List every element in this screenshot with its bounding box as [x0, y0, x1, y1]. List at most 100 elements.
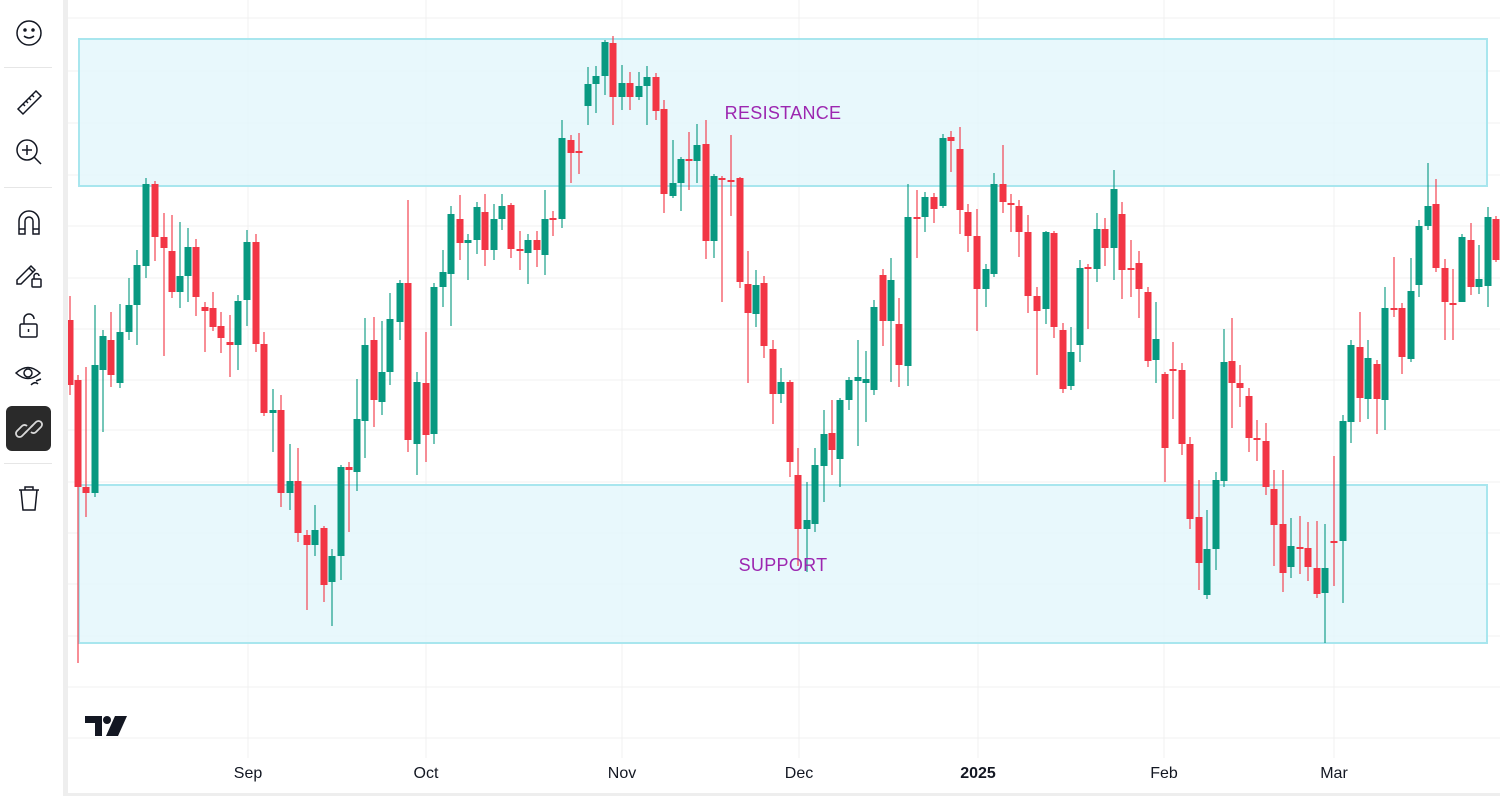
candle-down[interactable]: [549, 218, 557, 220]
candle-up[interactable]: [1415, 226, 1423, 285]
candle-down[interactable]: [1186, 444, 1194, 519]
candle-down[interactable]: [609, 43, 617, 97]
candle-down[interactable]: [320, 528, 328, 585]
candle-down[interactable]: [294, 481, 302, 533]
candle-up[interactable]: [752, 285, 760, 314]
candle-down[interactable]: [151, 184, 159, 237]
candle-up[interactable]: [176, 276, 184, 292]
candle-down[interactable]: [68, 320, 74, 385]
candle-down[interactable]: [507, 205, 515, 249]
candle-down[interactable]: [1262, 441, 1270, 487]
candle-down[interactable]: [1178, 370, 1186, 444]
candle-up[interactable]: [490, 219, 498, 250]
candle-up[interactable]: [836, 400, 844, 459]
candle-down[interactable]: [533, 240, 541, 250]
candle-down[interactable]: [1195, 517, 1203, 563]
candle-up[interactable]: [337, 467, 345, 556]
candle-up[interactable]: [1093, 229, 1101, 269]
candle-up[interactable]: [430, 287, 438, 434]
candle-up[interactable]: [1321, 568, 1329, 593]
resistance-zone[interactable]: [78, 38, 1488, 187]
candle-up[interactable]: [887, 280, 895, 321]
candle-up[interactable]: [361, 345, 369, 421]
candle-up[interactable]: [939, 138, 947, 206]
candle-up[interactable]: [921, 197, 929, 217]
candle-up[interactable]: [982, 269, 990, 289]
candle-down[interactable]: [1279, 524, 1287, 573]
candle-down[interactable]: [201, 307, 209, 311]
candle-up[interactable]: [592, 76, 600, 84]
candle-down[interactable]: [1007, 203, 1015, 205]
candle-up[interactable]: [677, 159, 685, 183]
pane-divider[interactable]: [63, 0, 68, 796]
candle-down[interactable]: [209, 308, 217, 327]
candle-down[interactable]: [226, 342, 234, 345]
candle-down[interactable]: [260, 344, 268, 413]
candle-up[interactable]: [777, 382, 785, 394]
candle-down[interactable]: [1432, 204, 1440, 268]
candle-up[interactable]: [845, 380, 853, 400]
candle-down[interactable]: [1135, 263, 1143, 289]
candle-down[interactable]: [1118, 214, 1126, 270]
candle-up[interactable]: [498, 206, 506, 219]
candle-up[interactable]: [870, 307, 878, 390]
candle-down[interactable]: [567, 140, 575, 153]
candle-down[interactable]: [82, 487, 90, 493]
candle-up[interactable]: [1339, 421, 1347, 541]
candle-down[interactable]: [685, 159, 693, 161]
candle-up[interactable]: [1484, 217, 1492, 286]
candle-down[interactable]: [1228, 361, 1236, 383]
candle-up[interactable]: [386, 319, 394, 372]
candle-up[interactable]: [1076, 268, 1084, 345]
candle-down[interactable]: [217, 326, 225, 338]
candle-up[interactable]: [693, 145, 701, 161]
candlestick-chart[interactable]: [68, 0, 1500, 796]
candle-down[interactable]: [1390, 308, 1398, 310]
candle-up[interactable]: [1203, 549, 1211, 595]
candle-up[interactable]: [854, 377, 862, 381]
candle-down[interactable]: [107, 340, 115, 375]
candle-up[interactable]: [234, 301, 242, 345]
candle-down[interactable]: [1296, 547, 1304, 549]
candle-down[interactable]: [879, 275, 887, 321]
zoom-in-tool-button[interactable]: [6, 129, 51, 174]
candle-up[interactable]: [464, 240, 472, 243]
remove-drawings-tool-button[interactable]: [6, 475, 51, 520]
candle-up[interactable]: [328, 556, 336, 582]
candle-down[interactable]: [786, 382, 794, 462]
candle-up[interactable]: [1475, 279, 1483, 287]
candle-down[interactable]: [1330, 541, 1338, 543]
candle-up[interactable]: [1220, 362, 1228, 481]
candle-down[interactable]: [660, 109, 668, 194]
candle-down[interactable]: [828, 433, 836, 450]
candle-down[interactable]: [481, 212, 489, 250]
candle-down[interactable]: [1024, 232, 1032, 296]
candle-up[interactable]: [541, 219, 549, 255]
candle-up[interactable]: [1381, 308, 1389, 400]
candle-up[interactable]: [601, 42, 609, 76]
candle-down[interactable]: [1253, 438, 1261, 440]
candle-up[interactable]: [91, 365, 99, 493]
candle-up[interactable]: [1424, 206, 1432, 226]
sync-drawings-tool-button[interactable]: [6, 406, 51, 451]
candle-down[interactable]: [930, 197, 938, 209]
candle-up[interactable]: [669, 183, 677, 196]
candle-up[interactable]: [618, 83, 626, 97]
candle-down[interactable]: [1398, 308, 1406, 357]
candle-down[interactable]: [1033, 296, 1041, 311]
candle-down[interactable]: [168, 251, 176, 292]
candle-down[interactable]: [1467, 240, 1475, 287]
candle-up[interactable]: [524, 240, 532, 253]
candle-down[interactable]: [1449, 303, 1457, 305]
candle-up[interactable]: [1287, 546, 1295, 567]
candle-up[interactable]: [396, 283, 404, 322]
candle-up[interactable]: [635, 86, 643, 97]
candle-up[interactable]: [811, 465, 819, 524]
tradingview-logo-icon[interactable]: [85, 714, 127, 738]
candle-down[interactable]: [652, 77, 660, 111]
candle-down[interactable]: [895, 324, 903, 365]
candle-up[interactable]: [1110, 189, 1118, 248]
candle-up[interactable]: [243, 242, 251, 300]
candle-down[interactable]: [760, 283, 768, 346]
candle-up[interactable]: [99, 336, 107, 370]
